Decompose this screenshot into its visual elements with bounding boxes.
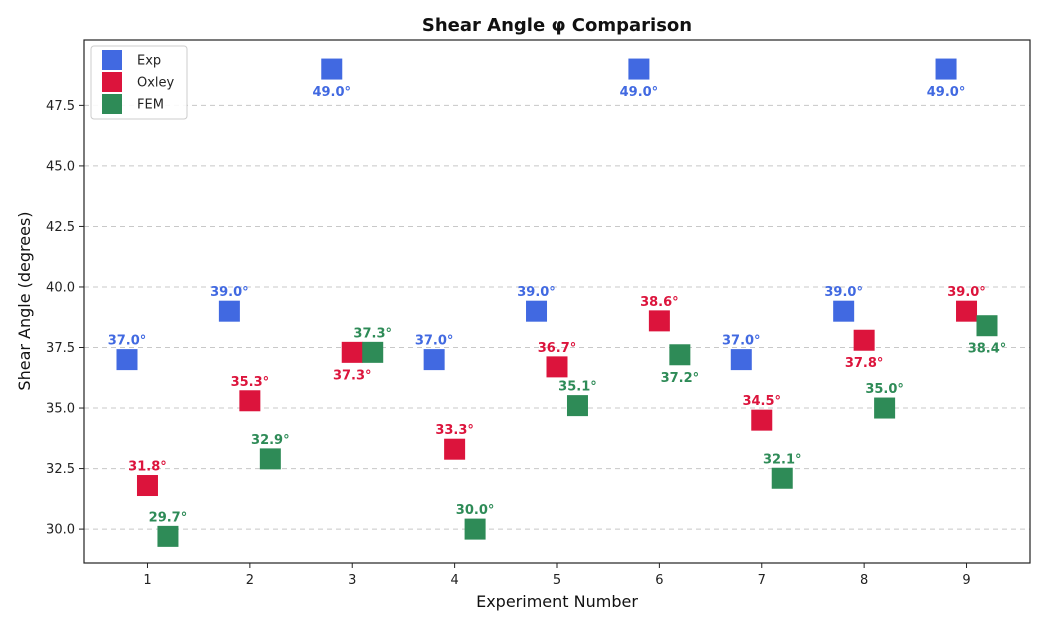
- point-fem: [771, 467, 793, 489]
- data-label-fem: 32.9°: [251, 433, 290, 448]
- data-label-oxley: 35.3°: [231, 375, 270, 390]
- x-tick-label: 1: [143, 573, 151, 588]
- legend-label-oxley: Oxley: [137, 76, 175, 91]
- point-exp: [321, 58, 343, 80]
- data-label-exp: 49.0°: [927, 85, 966, 100]
- point-fem: [669, 344, 691, 366]
- legend-swatch-exp: [102, 50, 122, 70]
- data-label-oxley: 36.7°: [538, 341, 577, 356]
- legend-swatch-fem: [102, 94, 122, 114]
- point-fem: [157, 525, 179, 547]
- x-tick-label: 6: [655, 573, 663, 588]
- point-oxley: [136, 475, 158, 497]
- data-label-exp: 39.0°: [824, 285, 863, 300]
- point-exp: [116, 349, 138, 371]
- y-tick-label: 32.5: [46, 462, 75, 477]
- legend: Exp Oxley FEM: [90, 45, 188, 120]
- x-tick-label: 9: [962, 573, 970, 588]
- point-oxley: [444, 438, 466, 460]
- data-label-oxley: 31.8°: [128, 460, 167, 475]
- legend-label-exp: Exp: [137, 54, 161, 69]
- legend-items: Exp Oxley FEM: [102, 50, 175, 114]
- data-label-oxley: 39.0°: [947, 285, 986, 300]
- labels-layer: 37.0° 39.0° 49.0° 37.0° 39.0° 49.0° 37.0° 39.0°…: [108, 85, 1007, 525]
- data-label-fem: 37.3°: [353, 326, 392, 341]
- x-tick-label: 3: [348, 573, 356, 588]
- point-exp: [730, 349, 752, 371]
- data-label-fem: 35.0°: [865, 382, 904, 397]
- point-exp: [218, 300, 240, 322]
- legend-label-fem: FEM: [137, 98, 164, 113]
- data-label-exp: 49.0°: [312, 85, 351, 100]
- point-exp: [935, 58, 957, 80]
- data-label-exp: 37.0°: [722, 334, 761, 349]
- data-label-oxley: 34.5°: [742, 394, 781, 409]
- x-tick-label: 8: [860, 573, 868, 588]
- data-label-exp: 49.0°: [620, 85, 659, 100]
- y-tick-label: 47.5: [46, 99, 75, 114]
- point-exp: [423, 349, 445, 371]
- data-label-fem: 38.4°: [968, 342, 1007, 357]
- point-oxley: [341, 341, 363, 363]
- x-axis-title: Experiment Number: [476, 592, 638, 611]
- chart-title: Shear Angle φ Comparison: [422, 15, 692, 36]
- data-label-fem: 30.0°: [456, 503, 495, 518]
- point-oxley: [546, 356, 568, 378]
- data-label-fem: 35.1°: [558, 380, 597, 395]
- point-fem: [464, 518, 486, 540]
- data-label-exp: 39.0°: [210, 285, 249, 300]
- y-axis-title: Shear Angle (degrees): [15, 211, 34, 390]
- point-fem: [976, 315, 998, 337]
- legend-swatch-oxley: [102, 72, 122, 92]
- x-tick-label: 7: [758, 573, 766, 588]
- y-tick-label: 30.0: [46, 523, 75, 538]
- data-label-exp: 37.0°: [108, 334, 147, 349]
- data-label-fem: 29.7°: [149, 510, 188, 525]
- data-label-fem: 37.2°: [661, 371, 700, 386]
- data-label-exp: 37.0°: [415, 334, 454, 349]
- point-oxley: [853, 329, 875, 351]
- point-fem: [874, 397, 896, 419]
- point-oxley: [648, 310, 670, 332]
- point-oxley: [751, 409, 773, 431]
- ticks-layer: 30.0 32.5 35.0 37.5 40.0 42.5 45.0 47.5 1 2 3 4 5 6 7 8…: [46, 99, 971, 588]
- data-label-oxley: 33.3°: [435, 423, 474, 438]
- data-label-oxley: 38.6°: [640, 295, 679, 310]
- x-tick-label: 4: [450, 573, 458, 588]
- points-layer: [116, 58, 998, 547]
- point-fem: [362, 341, 384, 363]
- x-tick-label: 2: [246, 573, 254, 588]
- point-exp: [628, 58, 650, 80]
- point-exp: [526, 300, 548, 322]
- point-exp: [833, 300, 855, 322]
- point-fem: [566, 395, 588, 417]
- point-oxley: [956, 300, 978, 322]
- y-tick-label: 35.0: [46, 402, 75, 417]
- point-oxley: [239, 390, 261, 412]
- data-label-oxley: 37.3°: [333, 368, 372, 383]
- y-tick-label: 42.5: [46, 220, 75, 235]
- data-label-oxley: 37.8°: [845, 356, 884, 371]
- data-label-fem: 32.1°: [763, 452, 802, 467]
- data-label-exp: 39.0°: [517, 285, 556, 300]
- y-tick-label: 37.5: [46, 341, 75, 356]
- x-tick-label: 5: [553, 573, 561, 588]
- y-tick-label: 40.0: [46, 280, 75, 295]
- y-tick-label: 45.0: [46, 159, 75, 174]
- point-fem: [259, 448, 281, 470]
